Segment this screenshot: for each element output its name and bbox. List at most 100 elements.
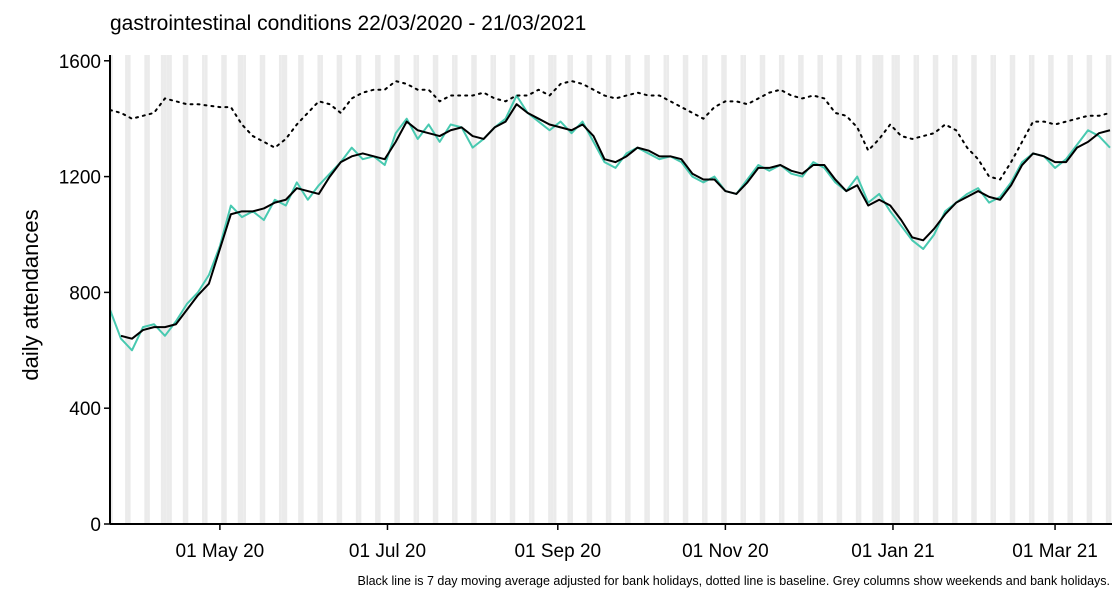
weekend-column (625, 55, 628, 524)
weekend-column (144, 55, 148, 524)
weekend-column (452, 55, 455, 524)
weekend-column (474, 55, 477, 524)
weekend-column (147, 55, 150, 524)
weekend-column (990, 55, 994, 524)
weekend-column (798, 55, 801, 524)
weekend-column (259, 55, 263, 524)
weekend-column (397, 55, 400, 524)
bank-holiday-column (872, 55, 876, 524)
bank-holiday-column (880, 55, 884, 524)
weekend-column (894, 55, 898, 524)
weekend-column (1108, 55, 1112, 524)
x-tick-label: 01 May 20 (176, 541, 265, 562)
y-tick-label: 1600 (59, 52, 101, 73)
weekend-column (182, 55, 186, 524)
weekend-column (166, 55, 170, 524)
weekend-column (240, 55, 244, 524)
weekend-column (897, 55, 900, 524)
weekend-column (935, 55, 939, 524)
x-tick-label: 01 Jan 21 (851, 541, 934, 562)
series-line (120, 103, 1111, 340)
weekend-column (971, 55, 975, 524)
weekend-column (394, 55, 398, 524)
bank-holiday-column (169, 55, 172, 524)
weekend-column (163, 55, 167, 524)
bank-holiday-column (553, 55, 557, 524)
weekend-column (281, 55, 285, 524)
weekend-column (548, 55, 551, 524)
weekend-column (243, 55, 246, 524)
weekend-column (570, 55, 573, 524)
bank-holiday-column (237, 55, 241, 524)
weekend-column (778, 55, 782, 524)
weekend-column (528, 55, 532, 524)
weekend-column (858, 55, 862, 524)
weekend-column (355, 55, 359, 524)
weekend-column (954, 55, 958, 524)
weekend-column (663, 55, 667, 524)
weekend-column (490, 55, 494, 524)
y-axis-label: daily attendances (18, 209, 43, 380)
weekend-column (589, 55, 593, 524)
weekend-column (743, 55, 746, 524)
weekend-column (550, 55, 554, 524)
weekend-column (759, 55, 763, 524)
weekend-column (1067, 55, 1071, 524)
chart-title: gastrointestinal conditions 22/03/2020 -… (110, 12, 586, 35)
weekend-column (666, 55, 670, 524)
weekend-column (932, 55, 936, 524)
bank-holiday-column (160, 55, 164, 524)
bank-holiday-column (284, 55, 288, 524)
weekend-column (605, 55, 609, 524)
y-tick-label: 400 (69, 399, 101, 420)
weekend-column (836, 55, 840, 524)
weekend-column (471, 55, 475, 524)
weekend-column (336, 55, 340, 524)
weekend-column (800, 55, 804, 524)
x-tick-label: 01 Jul 20 (349, 541, 426, 562)
weekend-column (127, 55, 131, 524)
weekend-column (110, 55, 113, 524)
weekend-column (358, 55, 362, 524)
weekend-column (817, 55, 821, 524)
weekend-column (682, 55, 686, 524)
weekend-column (724, 55, 727, 524)
weekend-column (820, 55, 823, 524)
weekend-column (913, 55, 917, 524)
weekend-column (435, 55, 439, 524)
weekend-column (125, 55, 128, 524)
weekend-column (644, 55, 648, 524)
weekend-column (185, 55, 189, 524)
caption: Black line is 7 day moving average adjus… (357, 574, 1110, 588)
weekend-column (952, 55, 955, 524)
weekend-column (855, 55, 859, 524)
weekend-column (1009, 55, 1013, 524)
bank-holiday-column (891, 55, 895, 524)
weekend-column (509, 55, 513, 524)
weekend-column (278, 55, 282, 524)
weekend-column (586, 55, 590, 524)
weekend-column (339, 55, 343, 524)
weekend-column (493, 55, 496, 524)
weekend-column (1012, 55, 1016, 524)
baseline-line (109, 80, 1111, 181)
weekend-column (627, 55, 631, 524)
weekend-column (432, 55, 436, 524)
weekend-column (974, 55, 977, 524)
y-tick-label: 1200 (59, 168, 101, 189)
weekend-column (454, 55, 458, 524)
weekend-column (704, 55, 708, 524)
weekend-column (224, 55, 227, 524)
weekend-column (1105, 55, 1109, 524)
weekend-column (781, 55, 785, 524)
weekend-column (721, 55, 725, 524)
weekend-column (1028, 55, 1032, 524)
weekend-column (1048, 55, 1051, 524)
weekend-column (916, 55, 920, 524)
weekend-column (298, 55, 301, 524)
x-tick-label: 01 Nov 20 (682, 541, 769, 562)
weekend-column (685, 55, 689, 524)
weekend-column (608, 55, 612, 524)
weekend-column (1070, 55, 1073, 524)
weekend-column (221, 55, 225, 524)
